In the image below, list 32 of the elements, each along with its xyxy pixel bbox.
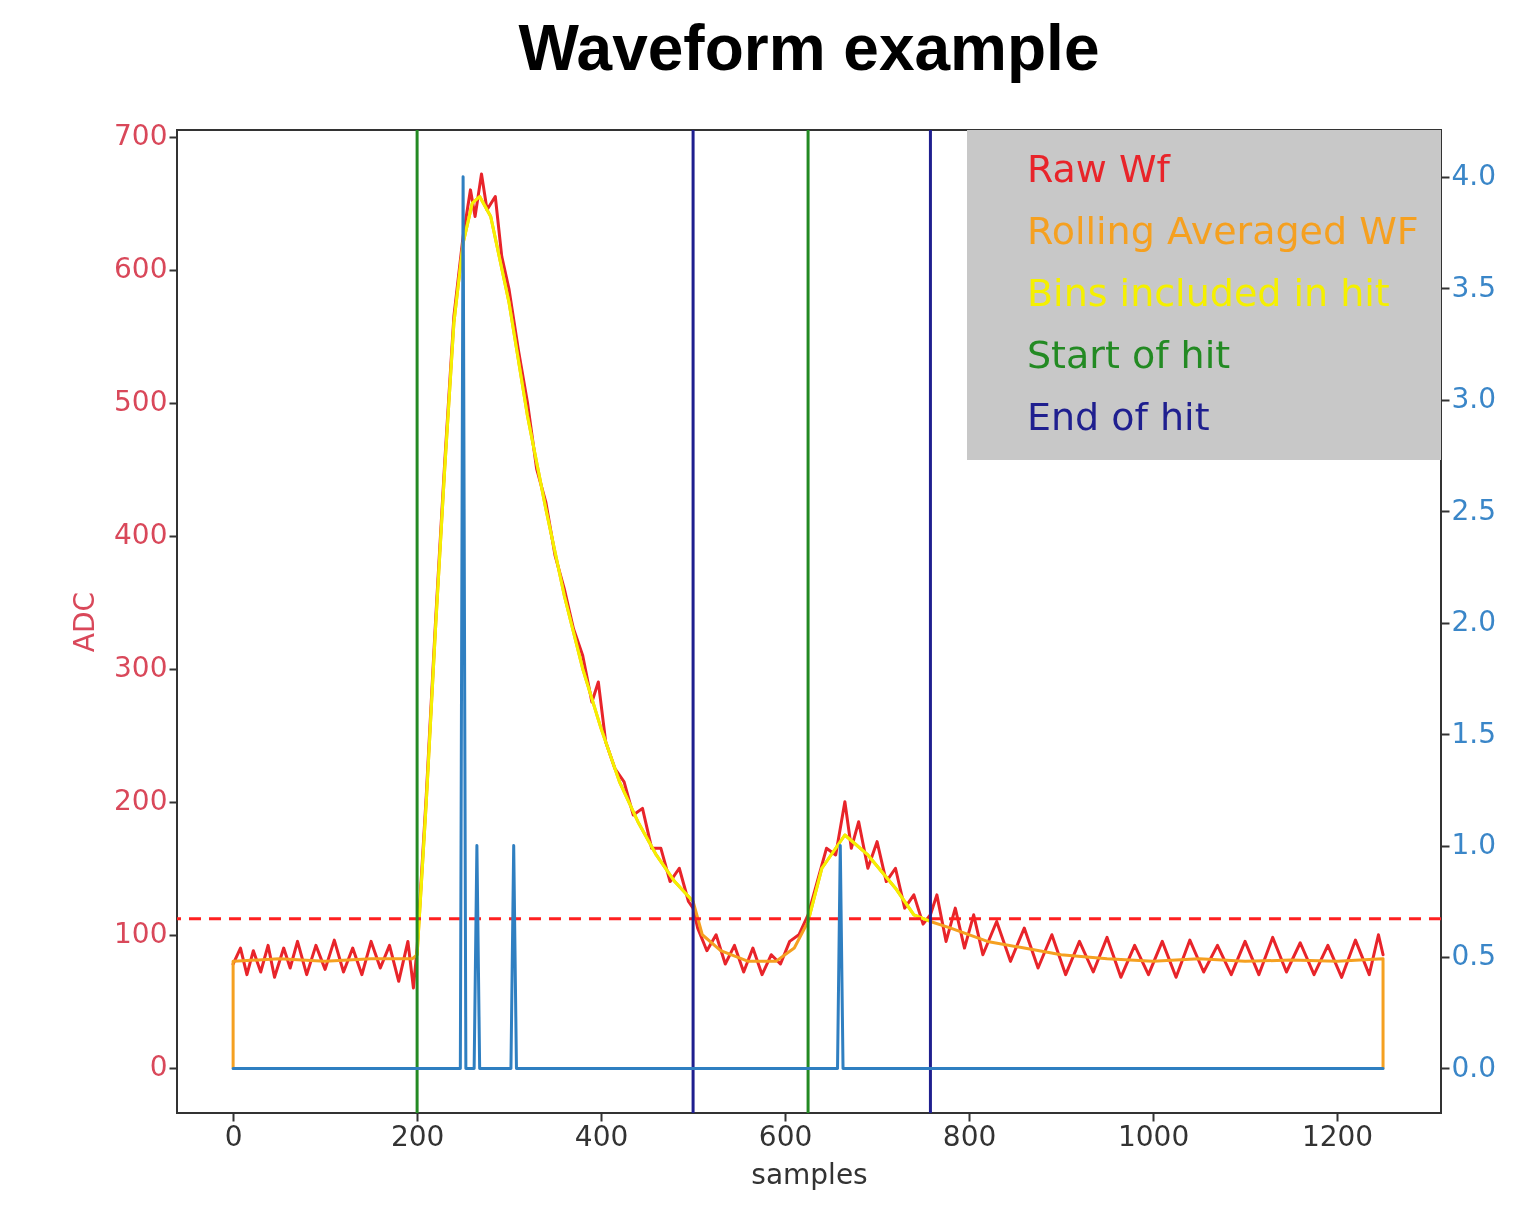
y-tick-label: 700: [114, 119, 168, 153]
x-tick-label: 800: [942, 1119, 997, 1153]
y2-tick-label: 2.0: [1451, 605, 1497, 639]
x-tick-label: 200: [390, 1119, 445, 1153]
y2-tick-label: 0.0: [1451, 1050, 1497, 1084]
x-tick-label: 0: [224, 1119, 243, 1153]
x-axis-title: samples: [751, 1157, 868, 1191]
text: Bins included in hit: [1027, 271, 1390, 315]
y-axis-title: ADC: [68, 591, 102, 653]
y2-tick-label: 3.5: [1451, 270, 1497, 304]
y2-tick-label: 1.0: [1451, 828, 1497, 862]
chart-title: Waveform example: [518, 11, 1100, 84]
text: Rolling Averaged WF: [1027, 209, 1419, 253]
ref-line-label: End of hit: [1027, 395, 1210, 439]
y-tick-label: 200: [114, 784, 168, 818]
text: Raw Wf: [1027, 147, 1172, 191]
y-tick-label: 500: [114, 385, 168, 419]
y2-tick-label: 0.5: [1451, 939, 1497, 973]
y2-tick-label: 4.0: [1451, 159, 1497, 193]
y-tick-label: 300: [114, 651, 168, 685]
x-tick-label: 600: [758, 1119, 813, 1153]
y-tick-label: 0: [149, 1050, 168, 1084]
y2-tick-label: 3.0: [1451, 382, 1497, 416]
y-tick-label: 400: [114, 518, 168, 552]
y2-tick-label: 1.5: [1451, 716, 1497, 750]
y-tick-label: 600: [114, 252, 168, 286]
ref-line-label: Start of hit: [1027, 333, 1231, 377]
x-tick-label: 400: [574, 1119, 629, 1153]
y2-tick-label: 2.5: [1451, 493, 1497, 527]
x-tick-label: 1000: [1117, 1119, 1190, 1153]
y-tick-label: 100: [114, 917, 168, 951]
x-tick-label: 1200: [1301, 1119, 1374, 1153]
